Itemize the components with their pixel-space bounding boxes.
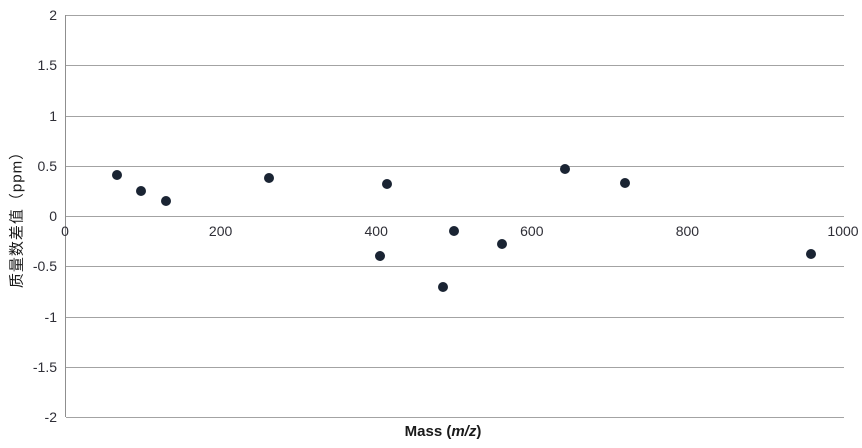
x-tick-label-600: 600	[520, 223, 544, 239]
y-tick-label--2: -2	[44, 409, 57, 425]
y-tick-label-1: 1	[49, 107, 57, 124]
data-point-2	[161, 195, 172, 206]
gridline-y-0	[66, 216, 844, 217]
data-point-8	[496, 239, 507, 250]
gridline-y-0.5	[66, 165, 844, 167]
data-point-0	[112, 169, 123, 180]
gridline-y--2	[66, 417, 844, 418]
data-point-6	[437, 282, 448, 293]
data-point-1	[136, 185, 147, 196]
gridline-y--1.5	[66, 366, 844, 368]
gridline-y-1	[66, 115, 844, 117]
y-tick-label-0: 0	[49, 208, 57, 224]
y-tick-label-0.5: 0.5	[37, 157, 57, 174]
x-tick-label-400: 400	[364, 223, 388, 239]
x-axis-title-mz-italic: m/z	[451, 423, 477, 440]
x-axis-title-prefix: Mass (	[404, 423, 452, 440]
plot-area	[65, 15, 844, 418]
data-point-7	[449, 226, 460, 237]
gridline-y--0.5	[66, 266, 844, 268]
x-tick-label-800: 800	[675, 223, 700, 239]
data-point-5	[381, 178, 392, 189]
y-tick-label--0.5: -0.5	[32, 258, 57, 275]
y-tick-label--1.5: -1.5	[32, 358, 57, 375]
x-axis-title: Mass (m/z)	[405, 423, 482, 440]
gridline-y-1.5	[66, 65, 844, 67]
y-tick-label-1.5: 1.5	[37, 57, 57, 74]
data-point-9	[559, 163, 570, 174]
y-tick-label--1: -1	[44, 308, 57, 325]
data-point-10	[620, 177, 631, 188]
x-tick-label-0: 0	[61, 223, 69, 239]
data-point-4	[375, 251, 386, 262]
data-point-3	[264, 172, 275, 183]
data-point-11	[805, 249, 816, 260]
gridline-y--1	[66, 316, 844, 318]
gridline-y-2	[66, 15, 844, 16]
x-tick-label-200: 200	[208, 223, 233, 239]
y-tick-label-2: 2	[49, 7, 57, 23]
x-axis-title-suffix: )	[476, 423, 482, 440]
x-tick-label-1000: 1000	[827, 223, 859, 239]
